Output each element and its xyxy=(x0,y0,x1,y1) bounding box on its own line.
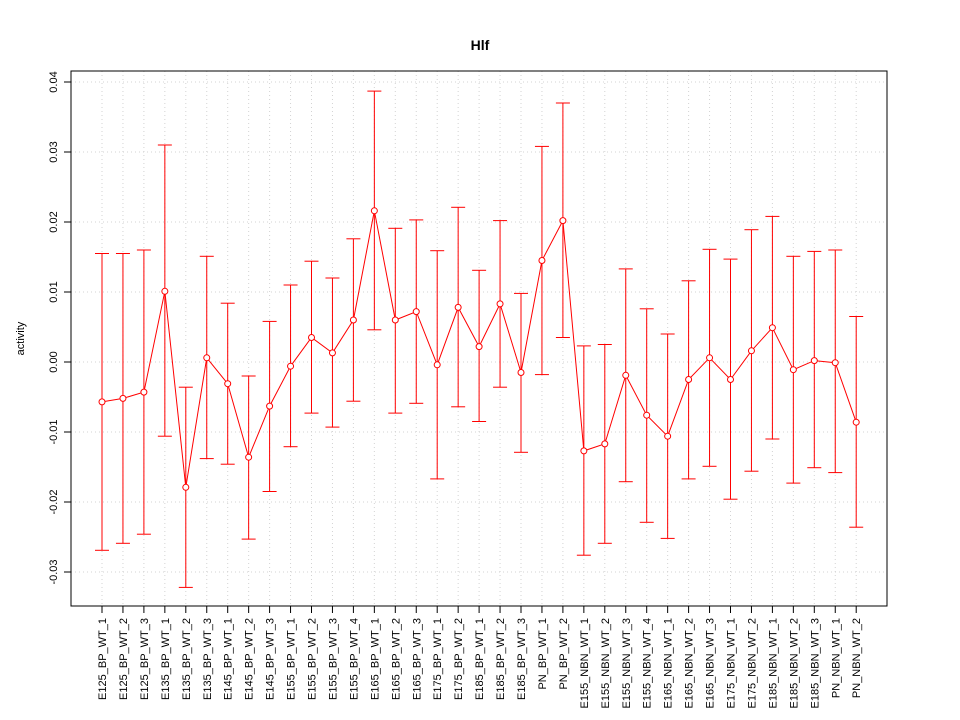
data-point xyxy=(245,453,253,461)
data-point xyxy=(747,347,755,355)
data-points xyxy=(98,207,860,491)
data-point xyxy=(517,369,525,376)
x-tick-label: E185_NBN_WT_2 xyxy=(788,618,800,709)
data-point xyxy=(182,483,190,491)
x-tick-label: E175_BP_WT_2 xyxy=(453,618,465,700)
x-tick-label: E155_BP_WT_1 xyxy=(286,618,298,700)
x-tick-label: E155_NBN_WT_3 xyxy=(621,618,633,709)
x-tick-label: E155_BP_WT_2 xyxy=(307,618,319,700)
x-tick-label: E165_BP_WT_1 xyxy=(369,618,381,700)
data-point xyxy=(580,447,588,455)
data-point xyxy=(391,316,399,324)
x-tick-label: E135_BP_WT_2 xyxy=(181,618,193,700)
data-point xyxy=(412,308,420,316)
data-point xyxy=(664,432,672,440)
y-axis: -0.03 -0.02 -0.01 0.00 0.01 0.02 0.03 0.04 xyxy=(48,71,71,585)
data-point xyxy=(140,388,148,396)
data-point xyxy=(433,361,441,369)
x-tick-label: E155_BP_WT_3 xyxy=(327,618,339,700)
y-tick-label: 0.02 xyxy=(48,211,60,232)
y-tick-label: -0.03 xyxy=(48,559,60,584)
data-point xyxy=(454,303,462,311)
y-tick-label: 0.01 xyxy=(48,281,60,302)
data-point xyxy=(161,287,169,295)
data-point xyxy=(559,217,567,225)
x-tick-label: E175_NBN_WT_2 xyxy=(746,618,758,709)
x-tick-label: E125_BP_WT_3 xyxy=(139,618,151,700)
x-tick-label: PN_BP_WT_2 xyxy=(558,618,570,690)
x-tick-label: E165_NBN_WT_1 xyxy=(663,618,675,709)
data-point xyxy=(768,324,776,332)
x-tick-label: PN_NBN_WT_2 xyxy=(851,618,863,698)
y-axis-label: activity xyxy=(15,321,27,355)
data-point xyxy=(308,334,315,341)
x-tick-label: E185_NBN_WT_3 xyxy=(809,618,821,709)
x-tick-label: E165_BP_WT_2 xyxy=(390,618,402,700)
x-tick-label: E185_BP_WT_3 xyxy=(516,618,528,700)
data-point xyxy=(643,411,651,419)
data-point xyxy=(601,440,609,448)
x-tick-label: E125_BP_WT_2 xyxy=(118,618,130,700)
data-point xyxy=(370,207,378,215)
x-tick-label: E185_BP_WT_1 xyxy=(474,618,486,700)
data-point xyxy=(810,357,818,365)
x-tick-label: E185_NBN_WT_1 xyxy=(767,618,779,709)
x-axis: E125_BP_WT_1 E125_BP_WT_2 E125_BP_WT_3 E135… xyxy=(97,606,863,709)
x-tick-label: E165_NBN_WT_2 xyxy=(684,618,696,709)
data-point xyxy=(685,376,693,383)
y-tick-label: -0.01 xyxy=(48,419,60,444)
data-point xyxy=(349,316,357,324)
data-point xyxy=(266,402,274,410)
x-tick-label: E155_NBN_WT_1 xyxy=(579,618,591,709)
data-point xyxy=(831,359,839,367)
data-point xyxy=(538,257,546,264)
x-tick-label: E155_NBN_WT_4 xyxy=(642,618,654,709)
x-tick-label: E135_BP_WT_3 xyxy=(202,618,214,700)
data-point xyxy=(706,354,714,362)
y-tick-label: 0.00 xyxy=(48,351,60,372)
data-point xyxy=(224,380,232,388)
x-tick-label: PN_NBN_WT_1 xyxy=(830,618,842,698)
data-point xyxy=(789,366,797,374)
data-point xyxy=(119,394,127,402)
x-tick-label: E165_NBN_WT_3 xyxy=(705,618,717,709)
data-point xyxy=(496,300,504,308)
data-point xyxy=(475,343,483,351)
x-tick-label: E145_BP_WT_2 xyxy=(244,618,256,700)
data-point xyxy=(622,371,630,379)
y-tick-label: 0.04 xyxy=(48,71,60,92)
y-tick-label: -0.02 xyxy=(48,489,60,514)
data-point xyxy=(852,418,860,426)
x-tick-label: E155_BP_WT_4 xyxy=(348,618,360,700)
x-tick-label: PN_BP_WT_1 xyxy=(537,618,549,690)
x-tick-label: E135_BP_WT_1 xyxy=(160,618,172,700)
x-tick-label: E125_BP_WT_1 xyxy=(97,618,109,700)
data-point xyxy=(98,398,106,406)
chart-title: Hlf xyxy=(471,37,490,53)
data-point xyxy=(328,349,336,357)
data-point xyxy=(203,354,211,362)
x-tick-label: E165_BP_WT_3 xyxy=(411,618,423,700)
data-point xyxy=(727,376,734,383)
error-bars xyxy=(95,90,864,588)
y-tick-label: 0.03 xyxy=(48,141,60,162)
x-tick-label: E145_BP_WT_3 xyxy=(265,618,277,700)
x-tick-label: E175_NBN_WT_1 xyxy=(726,618,738,709)
x-tick-label: E145_BP_WT_1 xyxy=(223,618,235,700)
x-tick-label: E155_NBN_WT_2 xyxy=(600,618,612,709)
x-tick-label: E185_BP_WT_2 xyxy=(495,618,507,700)
data-point xyxy=(287,362,295,370)
x-tick-label: E175_BP_WT_1 xyxy=(432,618,444,700)
